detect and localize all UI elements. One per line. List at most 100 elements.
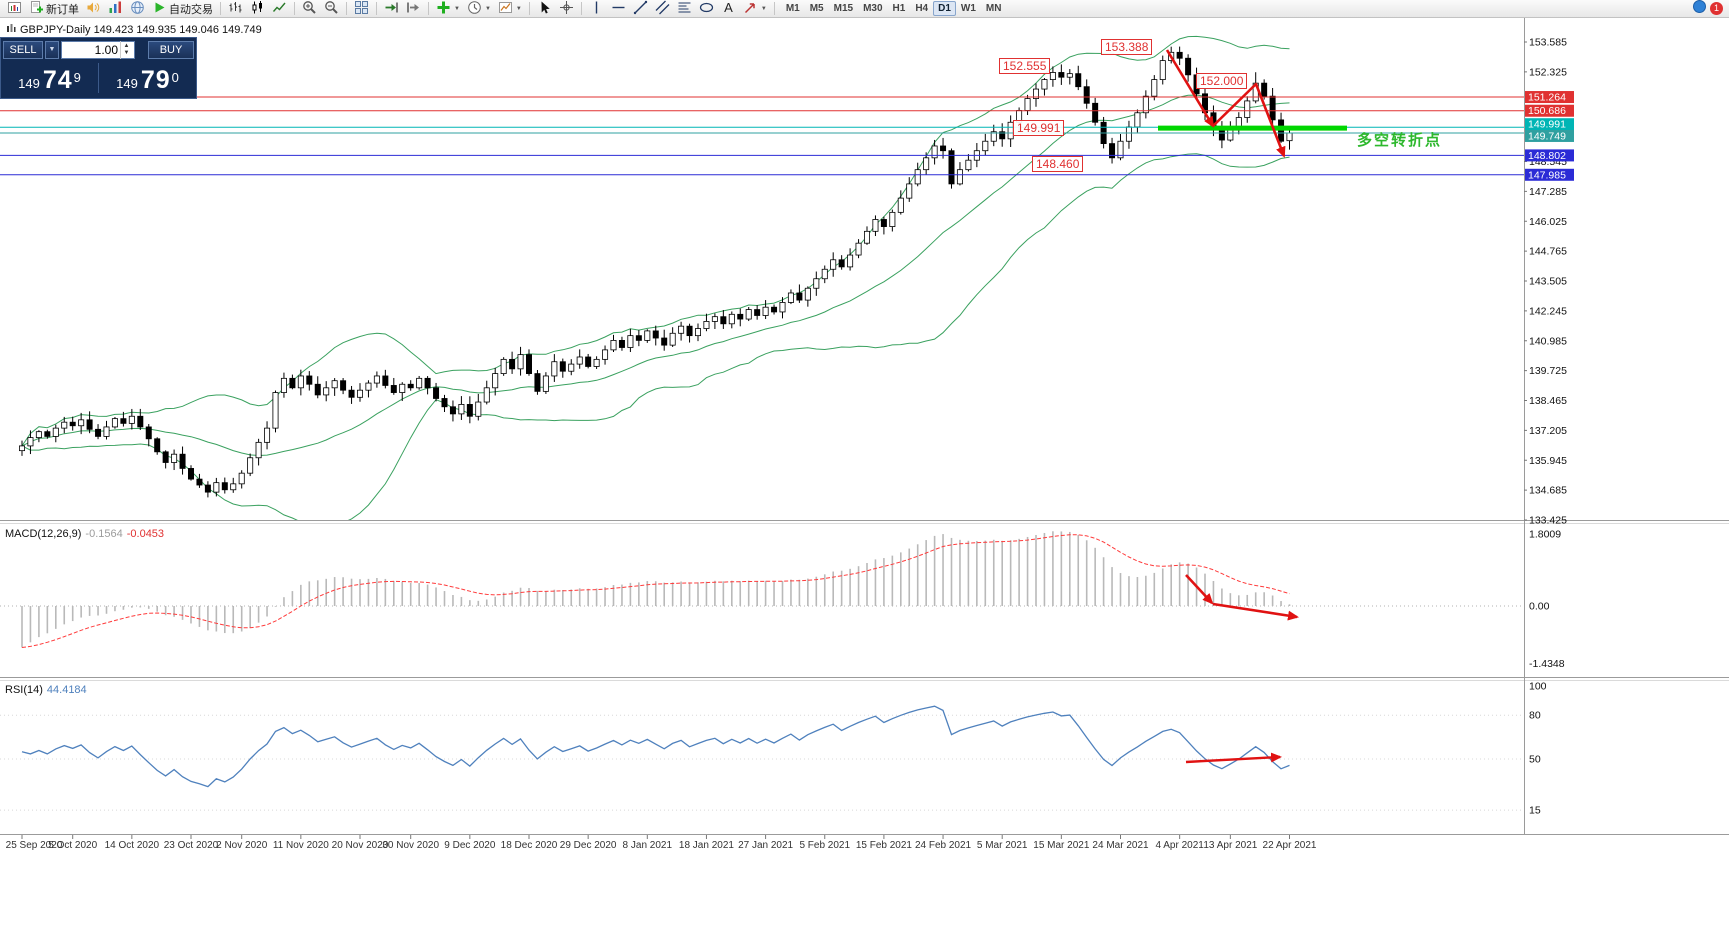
text-tool-button[interactable]: A (718, 0, 739, 18)
svg-text:151.264: 151.264 (1528, 92, 1566, 104)
svg-text:144.765: 144.765 (1529, 246, 1567, 258)
new-order-button[interactable]: 新订单 (26, 0, 82, 17)
market-watch-button[interactable] (105, 1, 126, 17)
svg-text:147.285: 147.285 (1529, 186, 1567, 198)
svg-text:20 Nov 2020: 20 Nov 2020 (332, 840, 389, 851)
hline-icon (611, 0, 626, 18)
dropdown-caret-icon: ▼ (760, 5, 767, 12)
trend-arrow[interactable] (1165, 49, 1215, 128)
trend-arrow[interactable] (1212, 82, 1286, 158)
text-icon: A (721, 0, 736, 18)
volume-up-button[interactable]: ▲ (123, 42, 130, 49)
svg-text:0.00: 0.00 (1529, 601, 1550, 613)
dropdown-caret-icon: ▼ (484, 5, 491, 12)
svg-text:23 Oct 2020: 23 Oct 2020 (164, 840, 219, 851)
candlestick-chart-mode-button[interactable] (247, 0, 268, 18)
svg-text:100: 100 (1529, 681, 1547, 693)
candles-icon (250, 0, 265, 18)
macd-name: MACD(12,26,9) (5, 528, 82, 540)
timeframe-m30[interactable]: M30 (863, 3, 883, 14)
macd-arrow[interactable] (1185, 574, 1214, 605)
svg-text:13 Apr 2021: 13 Apr 2021 (1203, 840, 1257, 851)
svg-text:24 Feb 2021: 24 Feb 2021 (915, 840, 972, 851)
shapes-icon (699, 0, 714, 18)
vertical-line-tool-button[interactable] (586, 1, 607, 17)
svg-text:22 Apr 2021: 22 Apr 2021 (1263, 840, 1317, 851)
community-button[interactable] (127, 0, 148, 18)
svg-text:80: 80 (1529, 710, 1541, 722)
price-plot[interactable] (18, 35, 1293, 525)
horizontal-line-tool-button[interactable] (608, 1, 629, 17)
chart-shift-icon (406, 0, 421, 18)
cursor-tool-button[interactable] (534, 1, 555, 17)
volume-field: ▲ ▼ (61, 40, 135, 59)
axis-price-tag (1525, 149, 1574, 162)
sell-button[interactable]: SELL (3, 40, 43, 59)
shapes-tool-button[interactable] (696, 1, 717, 17)
macd-arrow[interactable] (1212, 602, 1299, 621)
axis-price-tag (1525, 91, 1574, 104)
crosshair-tool-button[interactable] (556, 0, 577, 17)
timeframe-m5[interactable]: M5 (809, 3, 824, 14)
fibonacci-tool-button[interactable] (674, 1, 695, 17)
template-icon (498, 0, 513, 18)
bars-icon (228, 0, 243, 18)
timeframe-d1[interactable]: D1 (933, 1, 956, 16)
auto-scroll-button[interactable] (381, 1, 402, 17)
timeframe-m15[interactable]: M15 (833, 3, 854, 14)
toolbar: 新订单 自动交易 ▼ ▼ ▼ A ▼ M1 M5 M15 M30 H1 H4 D1 W1 MN 1 (0, 0, 1729, 18)
market-watch-icon (108, 0, 123, 18)
line-chart-icon (272, 0, 287, 18)
svg-text:5 Feb 2021: 5 Feb 2021 (799, 840, 850, 851)
volume-input[interactable] (62, 41, 120, 58)
rsi-arrow[interactable] (1185, 752, 1282, 764)
channel-tool-button[interactable] (652, 0, 673, 17)
chart-shift-button[interactable] (403, 1, 424, 17)
periods-list-button[interactable]: ▼ (464, 0, 494, 17)
timeframe-mn[interactable]: MN (985, 3, 1002, 14)
templates-button[interactable]: ▼ (495, 1, 525, 17)
svg-text:134.685: 134.685 (1529, 485, 1567, 497)
globe-icon (130, 0, 145, 18)
ask-price[interactable]: 149 79 0 (116, 66, 179, 94)
order-options-dropdown[interactable]: ▼ (45, 40, 59, 59)
toolbar-separator (220, 2, 221, 15)
timeframe-w1[interactable]: W1 (960, 3, 976, 14)
bar-chart-mode-button[interactable] (225, 1, 246, 17)
volume-down-button[interactable]: ▼ (123, 49, 130, 56)
rsi-indicator-label: RSI(14) 44.4184 (5, 684, 87, 696)
line-chart-mode-button[interactable] (269, 1, 290, 17)
tile-windows-button[interactable] (351, 0, 372, 17)
turning-point-note[interactable]: 多空转折点 (1357, 132, 1443, 149)
price-divider (98, 63, 99, 93)
zoom-in-button[interactable] (299, 0, 320, 18)
toolbar-separator (580, 2, 582, 15)
auto-trading-button[interactable]: 自动交易 (149, 1, 216, 17)
sound-alert-button[interactable] (83, 1, 104, 17)
axis-price-tag (1525, 129, 1574, 142)
timeframe-h4[interactable]: H4 (915, 3, 929, 14)
svg-text:-1.4348: -1.4348 (1529, 658, 1565, 670)
toolbar-separator (428, 2, 429, 15)
notification-badge[interactable]: 1 (1710, 2, 1723, 15)
bid-price[interactable]: 149 74 9 (18, 66, 81, 94)
trendline-tool-button[interactable] (630, 0, 651, 17)
timeframe-h1[interactable]: H1 (892, 3, 906, 14)
rsi-value: 44.4184 (46, 684, 87, 696)
buy-button[interactable]: BUY (148, 40, 194, 59)
zoom-out-button[interactable] (321, 0, 342, 17)
arrows-tool-button[interactable]: ▼ (740, 1, 770, 17)
rsi-plot[interactable] (21, 705, 1290, 788)
svg-text:15 Mar 2021: 15 Mar 2021 (1033, 840, 1090, 851)
community-status-icon[interactable] (1692, 0, 1707, 19)
timeframe-m1[interactable]: M1 (785, 3, 800, 14)
svg-text:153.585: 153.585 (1529, 37, 1567, 49)
macd-indicator-label: MACD(12,26,9) -0.1564 -0.0453 (5, 528, 164, 540)
svg-text:25 Sep 2020: 25 Sep 2020 (6, 840, 63, 851)
sound-icon (86, 0, 101, 18)
macd-plot[interactable] (21, 531, 1291, 648)
zoom-in-icon (302, 0, 317, 18)
new-chart-button[interactable] (4, 1, 25, 17)
indicators-list-button[interactable]: ▼ (433, 1, 463, 17)
